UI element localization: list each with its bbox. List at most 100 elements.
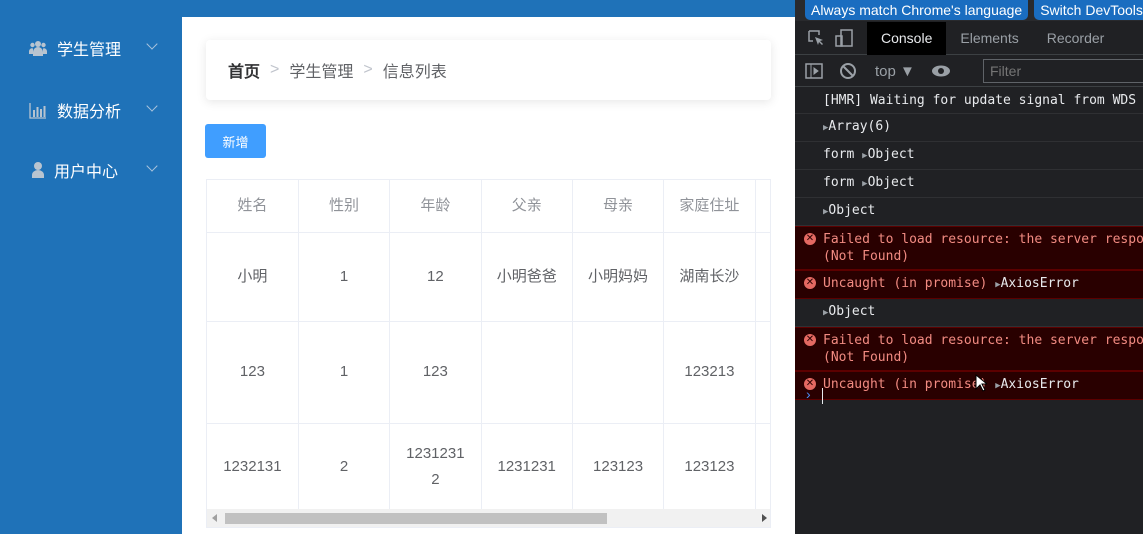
expandable-object[interactable]: Object — [867, 175, 915, 190]
header-bar — [182, 0, 795, 17]
user-icon — [32, 162, 44, 178]
expand-triangle-icon[interactable]: ▶ — [823, 123, 829, 133]
console-message: ▶Object — [795, 198, 1143, 226]
expandable-object[interactable]: Object — [828, 304, 876, 319]
sidebar-toggle-icon[interactable] — [805, 62, 823, 80]
device-toolbar-icon[interactable] — [835, 29, 853, 47]
inspect-element-icon[interactable] — [807, 29, 825, 47]
breadcrumb: 首页 > 学生管理 > 信息列表 — [206, 40, 771, 100]
chevron-down-icon — [146, 160, 158, 172]
console-error: ✕ Failed to load resource: the server res… — [795, 327, 1143, 371]
breadcrumb-home[interactable]: 首页 — [228, 64, 261, 81]
column-header: 入校 — [755, 180, 770, 233]
devtools-panel: Always match Chrome's language Switch De… — [795, 0, 1143, 534]
match-language-button[interactable]: Always match Chrome's language — [805, 0, 1029, 20]
column-header: 年龄 — [389, 180, 482, 233]
console-prompt-icon: › — [806, 386, 811, 402]
table-cell: 1231231 — [481, 423, 573, 512]
horizontal-scrollbar[interactable] — [207, 509, 770, 527]
expand-triangle-icon[interactable]: ▶ — [995, 280, 1001, 290]
expandable-object[interactable]: AxiosError — [1000, 276, 1079, 291]
error-icon: ✕ — [804, 378, 816, 390]
chevron-right-icon: > — [363, 61, 373, 78]
expand-triangle-icon[interactable]: ▶ — [862, 179, 868, 189]
tab-recorder[interactable]: Recorder — [1046, 29, 1105, 46]
mouse-cursor-icon — [975, 374, 987, 392]
student-table: 姓名性别年龄父亲母亲家庭住址入校 小明112小明爸爸小明妈妈湖南长沙2022 1… — [206, 179, 771, 528]
table-cell: 123123 — [663, 423, 756, 512]
sidebar-item-label: 学生管理 — [57, 42, 122, 59]
tab-elements[interactable]: Elements — [960, 29, 1019, 46]
table-cell: 123213 — [663, 321, 756, 424]
table-cell: 123 — [389, 321, 482, 424]
console-message: form ▶Object — [795, 142, 1143, 170]
expandable-object[interactable]: Object — [867, 147, 915, 162]
console-message: ▶Object — [795, 299, 1143, 327]
expandable-object[interactable]: Array(6) — [828, 119, 892, 134]
error-icon: ✕ — [804, 334, 816, 346]
column-header: 家庭住址 — [663, 180, 756, 233]
console-message: ▶Array(6) — [795, 114, 1143, 142]
table-cell: 123 — [207, 321, 299, 424]
table-cell: 1231231 2 — [389, 423, 482, 512]
table-cell: 123123 — [572, 423, 665, 512]
console-output: [HMR] Waiting for update signal from WDS… — [795, 88, 1143, 400]
expand-triangle-icon[interactable]: ▶ — [823, 207, 829, 217]
table-cell: 2 — [298, 423, 391, 512]
table-cell: 2022 1 — [755, 423, 770, 512]
table-cell: 12 — [389, 232, 482, 322]
breadcrumb-current: 信息列表 — [382, 64, 447, 81]
main-content: 首页 > 学生管理 > 信息列表 新增 姓名性别年龄父亲母亲家庭住址入校 小明1… — [182, 17, 795, 534]
table-cell: 2022 1 — [755, 321, 770, 424]
console-error: ✕ Uncaught (in promise) ▶AxiosError — [795, 371, 1143, 400]
sidebar-item-user-center[interactable]: 用户中心 — [0, 150, 182, 190]
sidebar-item-label: 数据分析 — [57, 104, 122, 121]
table-cell: 小明爸爸 — [481, 232, 573, 322]
users-icon — [29, 41, 47, 56]
column-header: 性别 — [298, 180, 391, 233]
devtools-tabs: Console Elements Recorder — [795, 21, 1143, 55]
message-prefix: form — [823, 175, 863, 190]
message-prefix: form — [823, 147, 863, 162]
expandable-object[interactable]: AxiosError — [1000, 377, 1079, 392]
expand-triangle-icon[interactable]: ▶ — [995, 381, 1001, 391]
error-icon: ✕ — [804, 277, 816, 289]
clear-console-icon[interactable] — [839, 62, 857, 80]
breadcrumb-item: 学生管理 — [289, 64, 354, 81]
add-button[interactable]: 新增 — [205, 124, 266, 158]
expandable-object[interactable]: Object — [828, 203, 876, 218]
console-input[interactable] — [822, 388, 823, 404]
table-cell — [572, 321, 665, 424]
table-cell: 湖南长沙 — [663, 232, 756, 322]
context-selector[interactable]: top ▼ — [875, 62, 915, 80]
eye-icon[interactable] — [931, 64, 951, 78]
console-error: ✕ Uncaught (in promise) ▶AxiosError — [795, 270, 1143, 299]
column-header: 父亲 — [481, 180, 573, 233]
scroll-right-icon[interactable] — [762, 514, 767, 522]
table-cell: 2022 1 — [755, 232, 770, 322]
scroll-left-icon[interactable] — [212, 514, 217, 522]
sidebar-item-label: 用户中心 — [54, 164, 119, 181]
chevron-down-icon — [146, 38, 158, 50]
sidebar-item-student-management[interactable]: 学生管理 — [0, 28, 182, 68]
error-icon: ✕ — [804, 233, 816, 245]
filter-input[interactable] — [983, 59, 1143, 83]
message-text: Failed to load resource: the server resp… — [823, 232, 1143, 264]
expand-triangle-icon[interactable]: ▶ — [862, 151, 868, 161]
table-cell: 小明 — [207, 232, 299, 322]
bar-chart-icon — [29, 103, 46, 119]
chevron-down-icon — [146, 100, 158, 112]
sidebar-item-data-analysis[interactable]: 数据分析 — [0, 90, 182, 130]
message-text: Failed to load resource: the server resp… — [823, 333, 1143, 365]
column-header: 姓名 — [207, 180, 299, 233]
tab-console[interactable]: Console — [867, 21, 947, 55]
table-cell: 1 — [298, 321, 391, 424]
scrollbar-thumb[interactable] — [225, 513, 607, 524]
console-message: form ▶Object — [795, 170, 1143, 198]
switch-devtools-button[interactable]: Switch DevTools — [1034, 0, 1143, 20]
message-text: Uncaught (in promise) — [823, 276, 996, 291]
expand-triangle-icon[interactable]: ▶ — [823, 308, 829, 318]
table-cell: 1232131 — [207, 423, 299, 512]
